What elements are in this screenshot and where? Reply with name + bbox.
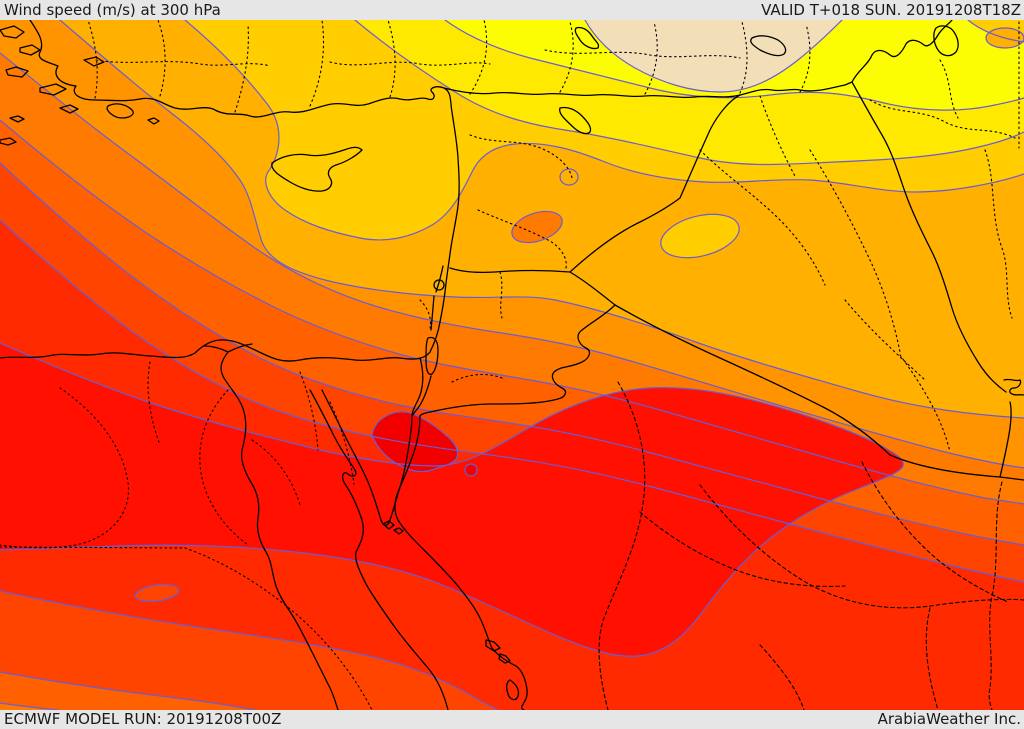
border-jordan-saudi-hiccup — [419, 304, 616, 417]
lake-nasser — [506, 679, 520, 701]
brand-label: ArabiaWeather Inc. — [877, 710, 1021, 728]
blob-gold-lens — [660, 213, 740, 259]
wind-speed-map — [0, 20, 1024, 710]
lake-assad — [559, 106, 592, 135]
model-run-label: ECMWF MODEL RUN: 20191208T00Z — [4, 710, 282, 728]
lake-urmia — [933, 25, 959, 57]
river-nile — [203, 343, 339, 710]
band-blobs — [134, 27, 1024, 603]
border-israel-jordan-south — [411, 375, 432, 417]
coastline-mediterranean — [0, 20, 460, 362]
coastlines-and-borders — [0, 20, 1024, 710]
coastline-kuwait-bay — [1003, 378, 1024, 396]
lake-van — [750, 35, 787, 57]
coastline-aqaba-saudi — [394, 415, 528, 710]
islands-tiran — [382, 520, 404, 535]
border-iran-iraq — [851, 81, 1007, 393]
bottom-status-bar: ECMWF MODEL RUN: 20191208T00Z ArabiaWeat… — [0, 710, 1024, 729]
border-iraq-saudi — [614, 304, 1024, 481]
coastline-sinai — [321, 389, 413, 526]
island-rhodes — [106, 103, 134, 119]
lake-galilee — [433, 279, 445, 291]
band-core-red — [0, 343, 904, 657]
band-south-red — [0, 591, 560, 710]
border-kuwait — [999, 401, 1012, 478]
band-south-corner — [0, 703, 58, 710]
band-fills — [0, 20, 1024, 710]
coastline-gulf-suez-west — [309, 389, 449, 710]
islands-red-sea — [485, 639, 511, 664]
border-syria-iraq-jordan — [449, 94, 741, 306]
islands-aegean — [0, 25, 160, 146]
top-title-bar: Wind speed (m/s) at 300 hPa VALID T+018 … — [0, 0, 1024, 20]
blob-damascus — [511, 210, 563, 244]
blob-aqaba-dot — [464, 463, 478, 477]
lake-tuz — [574, 26, 600, 50]
blob-amber-dot — [559, 168, 579, 186]
dead-sea — [425, 336, 439, 376]
map-title: Wind speed (m/s) at 300 hPa — [4, 1, 221, 19]
border-turkey-ne — [851, 20, 953, 83]
valid-time-label: VALID T+018 SUN. 20191208T18Z — [761, 1, 1021, 19]
island-cyprus — [271, 146, 363, 192]
blob-west-lens — [134, 583, 180, 603]
admin-boundaries-dotted — [0, 20, 1020, 710]
border-egypt-israel — [411, 357, 424, 417]
contour-lines — [0, 20, 1024, 710]
admin-boundaries-dashed — [598, 381, 1024, 710]
border-turkey-syria-iraq — [443, 81, 853, 99]
